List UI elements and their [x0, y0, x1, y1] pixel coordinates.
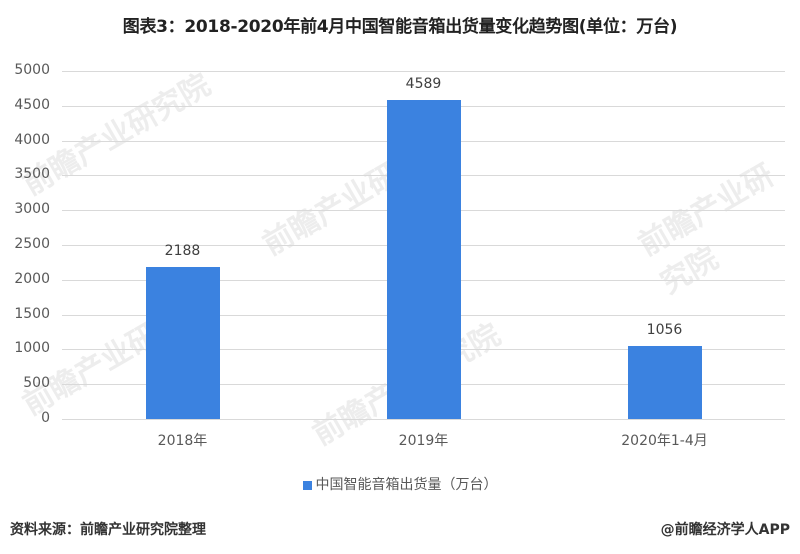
y-tick-label: 3000: [14, 201, 50, 218]
gridline: [62, 419, 785, 420]
credit-note: @前瞻经济学人APP: [660, 522, 790, 538]
legend-swatch-icon: [302, 480, 312, 490]
bar-value-label: 1056: [646, 321, 683, 338]
bar-value-label: 4589: [405, 75, 442, 92]
bar: [627, 345, 702, 419]
y-tick-label: 1000: [14, 340, 50, 357]
y-tick-label: 4500: [14, 96, 50, 113]
y-tick-label: 1500: [14, 305, 50, 322]
source-note: 资料来源：前瞻产业研究院整理: [10, 522, 206, 538]
legend: 中国智能音箱出货量（万台）: [0, 474, 800, 494]
x-tick-label: 2020年1-4月: [621, 433, 708, 449]
y-tick-label: 4000: [14, 131, 50, 148]
y-tick-label: 0: [41, 410, 50, 426]
bar: [386, 99, 461, 419]
bar-value-label: 2188: [164, 242, 201, 259]
chart-title: 图表3：2018-2020年前4月中国智能音箱出货量变化趋势图(单位：万台): [122, 17, 678, 37]
y-tick-label: 5000: [14, 62, 50, 78]
y-tick-label: 500: [23, 375, 50, 392]
plot-area: 2188 4589 1056: [62, 71, 785, 420]
x-tick-label: 2018年: [157, 433, 208, 449]
y-tick-label: 2000: [14, 270, 50, 287]
y-tick-label: 2500: [14, 236, 50, 252]
x-tick-label: 2019年: [398, 433, 449, 449]
y-tick-label: 3500: [14, 166, 50, 183]
gridline: [62, 71, 785, 72]
legend-label: 中国智能音箱出货量（万台）: [315, 477, 498, 493]
bar: [145, 266, 220, 419]
